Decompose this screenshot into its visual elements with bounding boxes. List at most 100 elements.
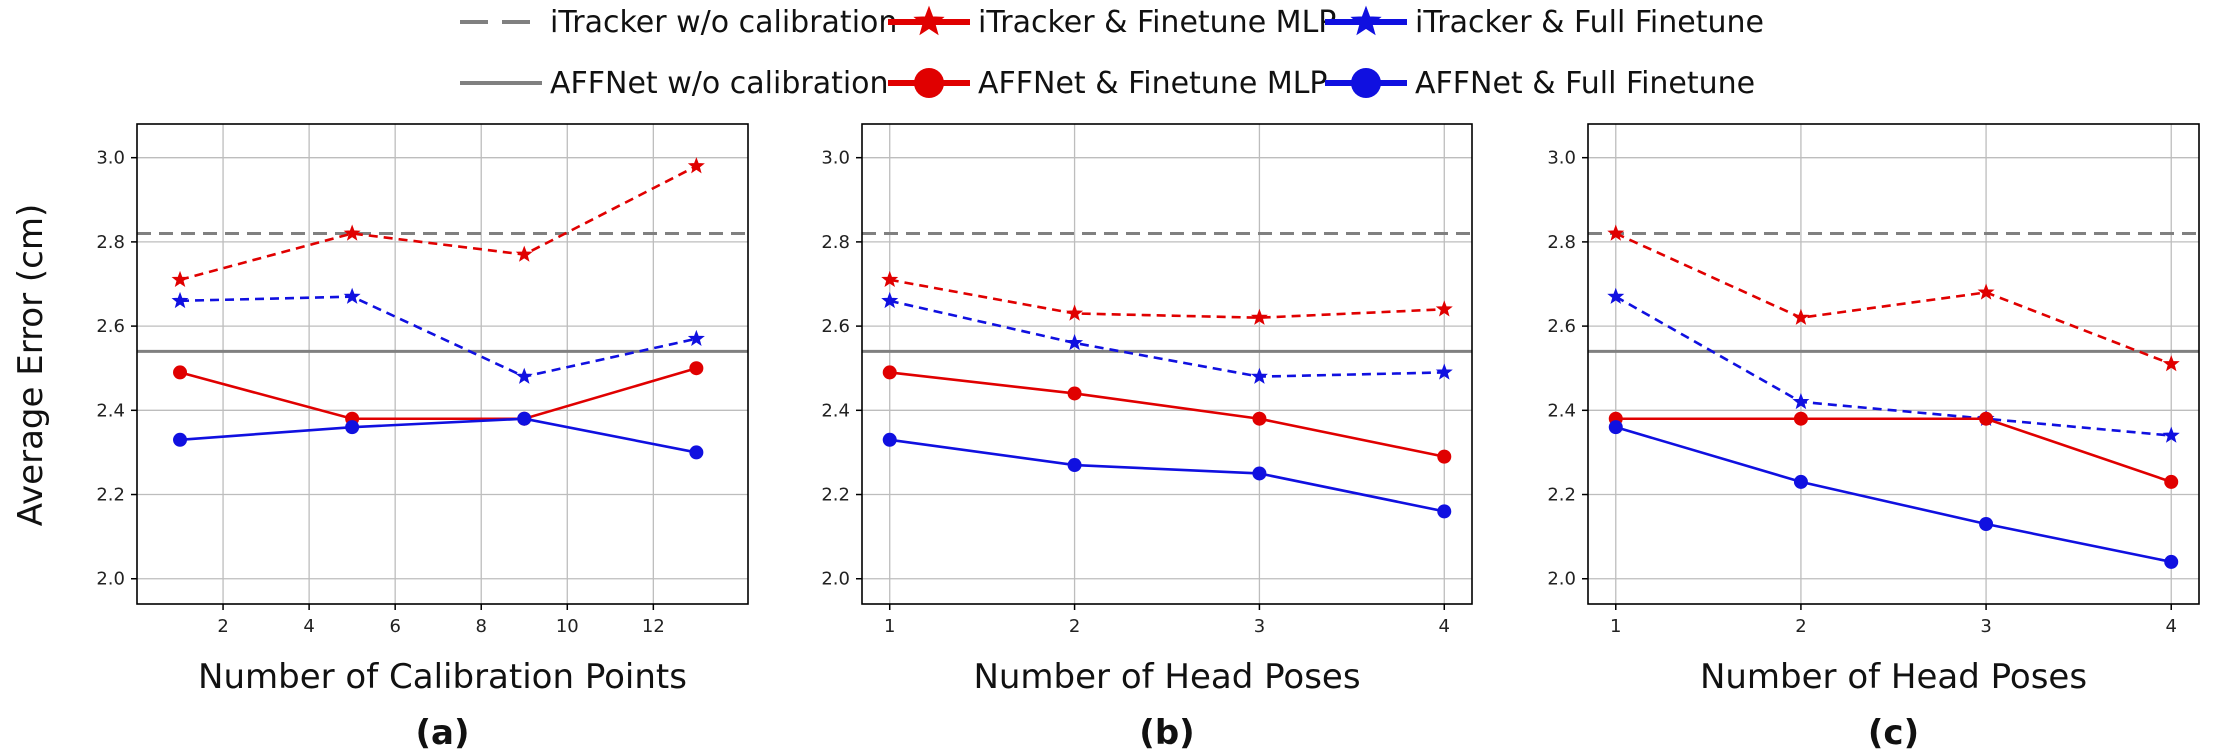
x-tick-label: 12: [642, 616, 665, 637]
legend-label-affnet_full: AFFNet & Full Finetune: [1415, 66, 1755, 101]
y-tick-label: 2.2: [96, 485, 125, 506]
series-1: [1607, 224, 2180, 372]
data-point: [1435, 363, 1453, 380]
data-point: [1608, 420, 1623, 435]
data-point: [1066, 304, 1084, 321]
data-point: [343, 287, 361, 304]
series-4: [1608, 420, 2179, 569]
y-tick-label: 2.8: [821, 232, 850, 253]
legend-label-itracker_full: iTracker & Full Finetune: [1415, 5, 1764, 40]
chart-panel-3: 1 2 3 4 2.0 2.2 2.4 2.6 2.8 3.0 Number of Head Pos…: [1547, 123, 2200, 753]
data-point: [2162, 355, 2180, 372]
x-tick-label: 6: [389, 616, 400, 637]
legend-marker-affnet_mlp: [914, 68, 944, 98]
y-tick-label: 3.0: [96, 148, 125, 169]
x-tick-label: 2: [1795, 616, 1806, 637]
y-tick-label: 2.8: [96, 232, 125, 253]
series-line: [1615, 425, 2172, 564]
x-tick-label: 3: [1254, 616, 1265, 637]
data-point: [881, 270, 899, 288]
legend-entry-itracker_mlp: iTracker & Finetune MLP: [888, 5, 1336, 40]
y-tick-label: 2.0: [1547, 569, 1576, 590]
data-point: [1979, 411, 1994, 426]
data-point: [2164, 474, 2179, 489]
x-tick-label: 1: [884, 616, 895, 637]
series-3: [1608, 411, 2179, 489]
chart-panel-1: 2 4 6 8 10 12 2.0 2.2 2.4 2.6 2.8 3.0 Number of Cali…: [96, 123, 749, 753]
data-point: [881, 291, 899, 309]
series-line: [1615, 295, 2172, 437]
data-point: [1250, 367, 1268, 384]
x-tick-label: 4: [2166, 616, 2177, 637]
series-line: [889, 299, 1445, 378]
y-tick-label: 2.0: [96, 569, 125, 590]
series-line: [179, 417, 697, 454]
y-tick-label: 2.4: [96, 400, 125, 421]
data-point: [687, 157, 705, 174]
series-1: [881, 270, 1453, 325]
legend-label-affnet_nocal: AFFNet w/o calibration: [550, 66, 889, 101]
data-point: [171, 270, 189, 288]
series-line: [889, 438, 1445, 513]
x-axis-label: Number of Head Poses: [1700, 657, 2087, 697]
y-tick-label: 2.4: [821, 400, 850, 421]
data-point: [343, 224, 361, 241]
x-tick-label: 4: [1439, 616, 1450, 637]
x-axis-label: Number of Head Poses: [973, 657, 1360, 697]
data-point: [173, 365, 188, 380]
data-point: [1607, 287, 1625, 304]
x-tick-label: 10: [556, 616, 579, 637]
data-point: [1252, 411, 1267, 426]
series-2: [171, 287, 705, 384]
plot-frame: [861, 123, 1473, 605]
data-point: [1792, 308, 1810, 325]
data-point: [515, 245, 533, 262]
series-1: [171, 157, 705, 288]
x-tick-label: 2: [1069, 616, 1080, 637]
data-point: [689, 445, 704, 460]
data-point: [171, 291, 189, 309]
chart-panel-2: 1 2 3 4 2.0 2.2 2.4 2.6 2.8 3.0 Number of Head Pos…: [821, 123, 1473, 753]
data-point: [1793, 474, 1808, 489]
legend: iTracker w/o calibration iTracker & Finet…: [460, 5, 1764, 101]
data-point: [1607, 224, 1625, 241]
legend-label-affnet_mlp: AFFNet & Finetune MLP: [978, 66, 1328, 101]
series-line: [179, 366, 697, 421]
series-4: [173, 411, 704, 460]
x-tick-label: 2: [217, 616, 228, 637]
data-point: [687, 329, 705, 346]
series-line: [889, 371, 1445, 458]
legend-label-itracker_nocal: iTracker w/o calibration: [550, 5, 897, 40]
legend-entry-affnet_full: AFFNet & Full Finetune: [1325, 66, 1755, 101]
data-point: [882, 432, 897, 447]
y-tick-label: 2.8: [1547, 232, 1576, 253]
series-line: [179, 295, 697, 378]
data-point: [1066, 334, 1084, 351]
data-point: [345, 420, 360, 435]
data-point: [1067, 386, 1082, 401]
series-3: [882, 365, 1452, 464]
x-tick-label: 1: [1610, 616, 1621, 637]
data-point: [1067, 458, 1082, 473]
y-tick-label: 2.4: [1547, 400, 1576, 421]
y-tick-label: 3.0: [821, 148, 850, 169]
y-tick-label: 3.0: [1547, 148, 1576, 169]
series-3: [173, 361, 704, 426]
panel-label: (b): [1139, 713, 1194, 753]
data-point: [1435, 300, 1453, 317]
data-point: [1977, 283, 1995, 300]
x-tick-label: 4: [303, 616, 314, 637]
data-point: [1250, 308, 1268, 325]
data-point: [1792, 392, 1810, 410]
data-point: [1437, 504, 1452, 519]
data-point: [515, 367, 533, 384]
data-point: [2164, 554, 2179, 569]
data-point: [1437, 449, 1452, 464]
y-tick-label: 2.2: [1547, 485, 1576, 506]
data-point: [517, 411, 532, 426]
y-axis-label: Average Error (cm): [11, 204, 51, 526]
plot-frame: [136, 123, 749, 605]
x-axis-label: Number of Calibration Points: [198, 657, 687, 697]
